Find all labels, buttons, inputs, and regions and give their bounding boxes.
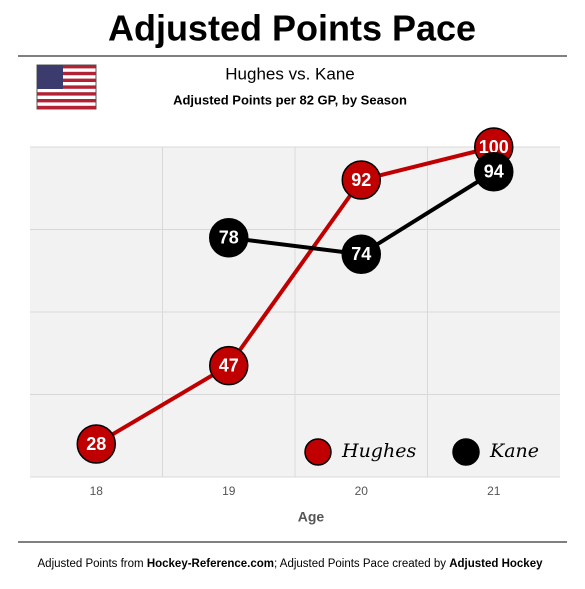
footer-part: Adjusted Hockey <box>449 558 543 570</box>
legend-label: Hughes <box>341 440 416 462</box>
x-tick-label: 19 <box>222 484 236 498</box>
footer: Adjusted Points from Hockey-Reference.co… <box>38 558 544 570</box>
x-tick-label: 18 <box>90 484 104 498</box>
data-point <box>474 152 514 192</box>
x-tick-label: 21 <box>487 484 501 498</box>
data-label: 28 <box>86 434 106 454</box>
data-point <box>209 345 249 386</box>
chart-title: Adjusted Points Pace <box>108 8 476 49</box>
footer-part: ; Adjusted Points Pace created by <box>274 558 449 570</box>
chart-subtitle: Hughes vs. Kane <box>225 64 354 83</box>
data-point <box>76 424 116 464</box>
chart-subtitle-2: Adjusted Points per 82 GP, by Season <box>173 92 407 107</box>
legend-marker <box>452 438 480 466</box>
series-line <box>95 145 495 446</box>
data-label: 92 <box>351 170 371 190</box>
flag <box>36 64 97 110</box>
footer-part: Hockey-Reference.com <box>147 558 274 570</box>
x-tick-label: 20 <box>355 484 369 498</box>
data-point <box>209 218 249 258</box>
legend-label: Kane <box>489 440 539 462</box>
data-label: 74 <box>351 244 371 264</box>
footer-part: Adjusted Points from <box>38 558 147 570</box>
data-label: 47 <box>219 355 239 375</box>
x-axis-label: Age <box>298 509 325 525</box>
data-label: 100 <box>479 137 509 157</box>
data-label: 94 <box>484 162 504 182</box>
legend-marker <box>304 438 332 466</box>
data-label: 78 <box>219 228 239 248</box>
data-point <box>341 234 381 274</box>
data-point <box>341 160 381 200</box>
